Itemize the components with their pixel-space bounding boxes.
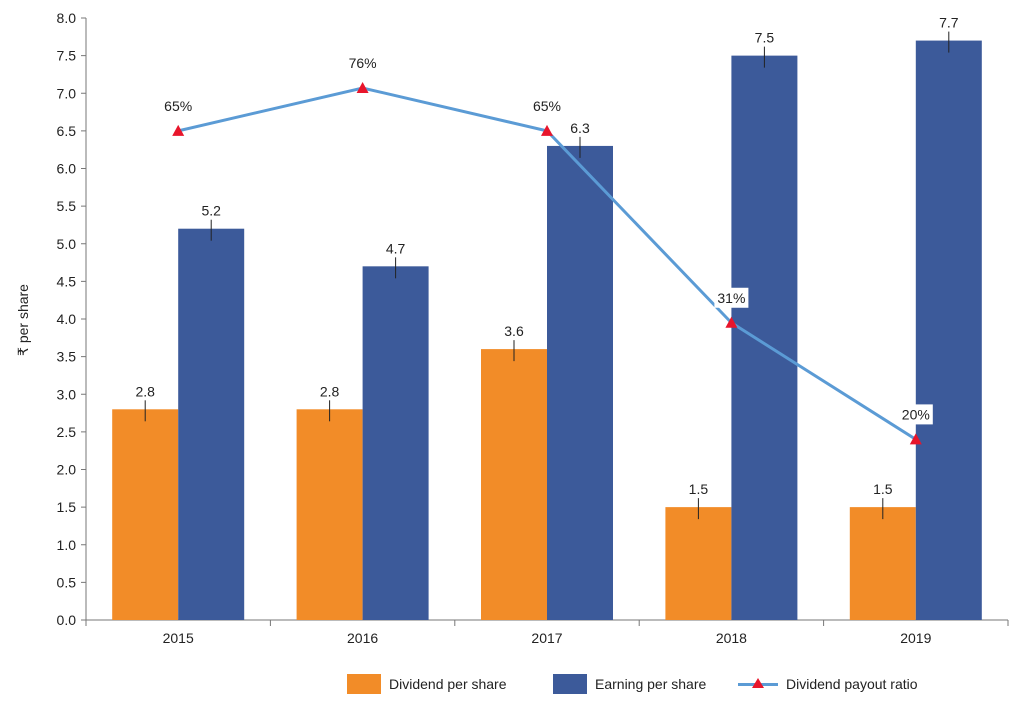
earning-value-label: 4.7 — [386, 240, 406, 256]
earning-bar — [178, 228, 245, 620]
payout-ratio-marker — [172, 124, 185, 136]
legend-item-earning: Earning per share — [553, 672, 706, 696]
y-tick-label: 7.0 — [57, 85, 77, 101]
y-tick-label: 4.0 — [57, 311, 77, 327]
y-tick-label: 3.5 — [57, 349, 77, 365]
payout-ratio-marker — [541, 124, 553, 136]
legend-label-payout: Dividend payout ratio — [786, 676, 918, 692]
dividend-bar — [665, 507, 732, 620]
legend-label-dividend: Dividend per share — [389, 676, 507, 692]
y-tick-label: 4.5 — [57, 273, 77, 289]
payout-ratio-marker — [356, 81, 369, 93]
payout-ratio-label-bg — [161, 95, 196, 116]
earning-value-label: 5.2 — [201, 203, 221, 219]
payout-ratio-label-bg — [530, 95, 564, 116]
earning-bar — [362, 266, 429, 620]
earning-bar — [731, 55, 798, 620]
legend-item-dividend: Dividend per share — [347, 672, 507, 696]
payout-ratio-label-bg — [898, 404, 933, 425]
dividend-value-label: 1.5 — [689, 481, 709, 497]
earning-bar — [915, 40, 982, 620]
y-tick-label: 1.5 — [57, 499, 77, 515]
y-tick-label: 6.0 — [57, 161, 77, 177]
earning-value-label: 7.7 — [939, 15, 959, 31]
x-tick-label: 2017 — [531, 630, 562, 646]
x-tick-label: 2015 — [163, 630, 194, 646]
dividend-swatch-icon — [347, 674, 381, 694]
earning-bar — [547, 145, 613, 621]
payout-ratio-value-label: 65% — [533, 98, 561, 114]
y-tick-label: 6.5 — [57, 123, 77, 139]
y-tick-label: 7.5 — [57, 48, 77, 64]
x-tick-label: 2019 — [900, 630, 931, 646]
dividend-bar — [296, 409, 363, 620]
payout-ratio-label-bg — [714, 287, 749, 308]
payout-ratio-value-label: 31% — [717, 290, 745, 306]
earning-value-label: 7.5 — [755, 30, 775, 46]
y-axis-title: ₹ per share — [15, 284, 31, 356]
payout-line-swatch-icon — [738, 674, 778, 694]
x-tick-label: 2018 — [716, 630, 747, 646]
dividend-bar — [849, 507, 916, 620]
dividend-value-label: 1.5 — [873, 481, 893, 497]
bars — [112, 31, 982, 621]
dividend-value-label: 2.8 — [135, 383, 155, 399]
payout-ratio-value-label: 20% — [902, 406, 930, 422]
y-tick-label: 3.0 — [57, 386, 77, 402]
y-tick-label: 2.0 — [57, 462, 77, 478]
x-axis: 2015 2016 2017 2018 2019 — [85, 619, 1009, 646]
x-tick-label: 2016 — [347, 630, 378, 646]
y-axis: 0.0 0.5 1.0 1.5 2.0 2.5 3.0 3.5 4.0 4.5 5.0 5.5 6.0 6… — [57, 10, 87, 628]
y-tick-label: 0.0 — [57, 612, 77, 628]
payout-ratio-value-label: 65% — [164, 98, 192, 114]
dividend-bar — [112, 409, 179, 620]
dividend-bar — [481, 349, 547, 620]
earning-swatch-icon — [553, 674, 587, 694]
legend-item-payout: Dividend payout ratio — [738, 672, 918, 696]
dividend-value-label: 3.6 — [504, 323, 524, 339]
y-tick-label: 1.0 — [57, 537, 77, 553]
legend-label-earning: Earning per share — [595, 676, 707, 692]
chart: ₹ per share 0.0 0.5 1.0 1.5 2.0 2.5 3.0 3.5 4.0 4… — [15, 10, 1009, 646]
legend: Dividend per share Earning per share Div… — [0, 672, 1014, 696]
payout-ratio-marker — [725, 316, 738, 328]
y-tick-label: 5.0 — [57, 236, 77, 252]
y-tick-label: 0.5 — [57, 574, 77, 590]
payout-ratio-marker — [909, 433, 922, 445]
dividend-value-label: 2.8 — [320, 383, 340, 399]
earning-value-label: 6.3 — [570, 120, 590, 136]
y-tick-label: 8.0 — [57, 10, 77, 26]
payout-ratio-line — [172, 81, 922, 445]
data-labels: 2.8 2.8 3.6 1.5 1.5 5.2 4.7 6.3 7.5 7.7 65% 76% 65% 3… — [135, 15, 958, 498]
y-tick-label: 2.5 — [57, 424, 77, 440]
payout-ratio-value-label: 76% — [349, 55, 377, 71]
payout-ratio-label-bg — [345, 52, 380, 73]
y-tick-label: 5.5 — [57, 198, 77, 214]
